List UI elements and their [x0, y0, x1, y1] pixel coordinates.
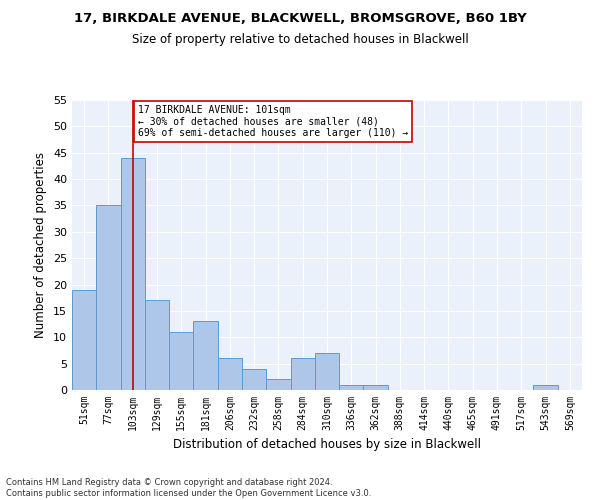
Bar [193, 322, 218, 390]
Bar [290, 358, 315, 390]
Y-axis label: Number of detached properties: Number of detached properties [34, 152, 47, 338]
Text: 17 BIRKDALE AVENUE: 101sqm
← 30% of detached houses are smaller (48)
69% of semi: 17 BIRKDALE AVENUE: 101sqm ← 30% of deta… [137, 106, 408, 138]
Bar [242, 369, 266, 390]
Text: Contains HM Land Registry data © Crown copyright and database right 2024.
Contai: Contains HM Land Registry data © Crown c… [6, 478, 371, 498]
Bar [364, 384, 388, 390]
Bar [145, 300, 169, 390]
Bar [72, 290, 96, 390]
Bar [218, 358, 242, 390]
Text: Size of property relative to detached houses in Blackwell: Size of property relative to detached ho… [131, 32, 469, 46]
Bar [96, 206, 121, 390]
X-axis label: Distribution of detached houses by size in Blackwell: Distribution of detached houses by size … [173, 438, 481, 452]
Bar [169, 332, 193, 390]
Bar [266, 380, 290, 390]
Bar [339, 384, 364, 390]
Text: 17, BIRKDALE AVENUE, BLACKWELL, BROMSGROVE, B60 1BY: 17, BIRKDALE AVENUE, BLACKWELL, BROMSGRO… [74, 12, 526, 26]
Bar [121, 158, 145, 390]
Bar [533, 384, 558, 390]
Bar [315, 353, 339, 390]
